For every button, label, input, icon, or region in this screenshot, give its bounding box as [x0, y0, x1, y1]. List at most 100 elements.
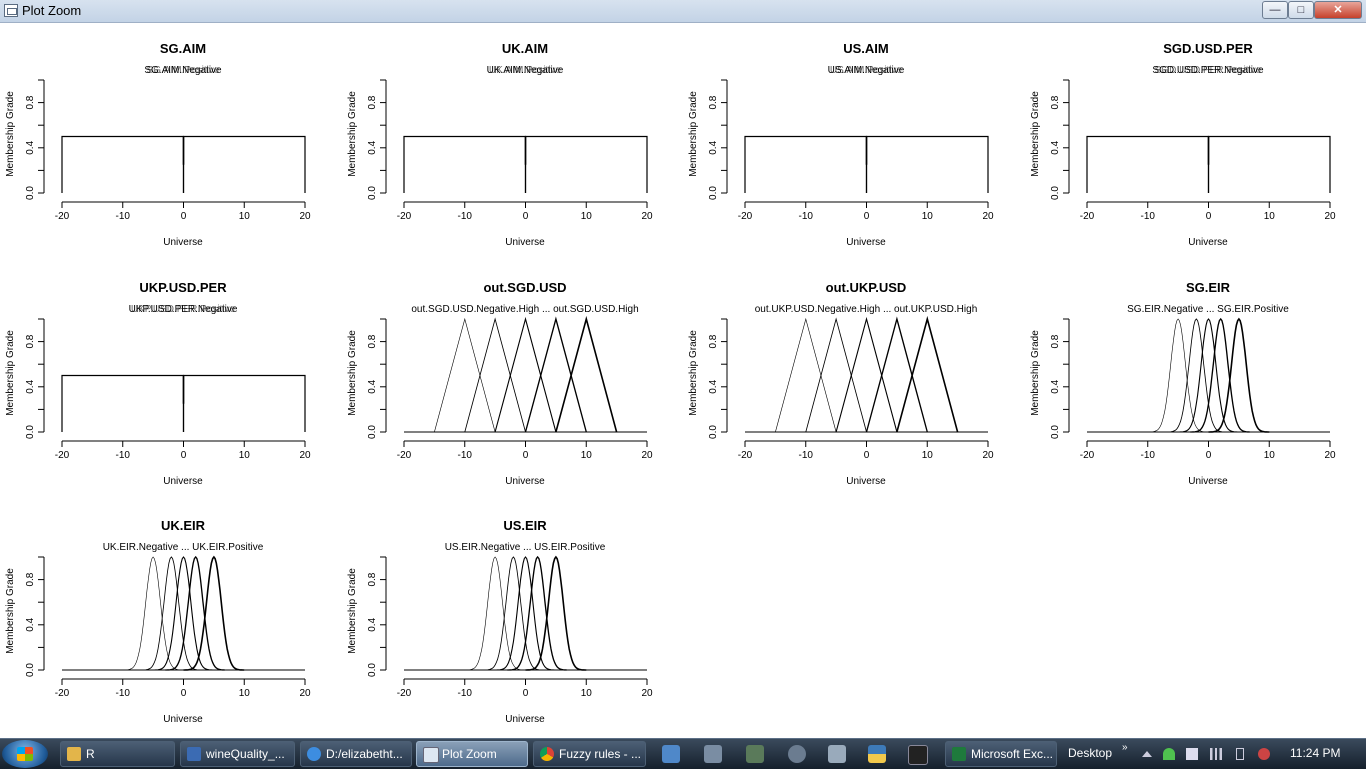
x-tick-label: 20	[982, 211, 994, 222]
plot-window-icon	[4, 4, 18, 17]
wifi-icon[interactable]	[1163, 748, 1175, 760]
y-tick-label: 0.0	[367, 425, 378, 439]
chart-title: SGD.USD.PER	[1163, 41, 1253, 56]
taskbar-item-r-folder[interactable]: R	[60, 741, 175, 767]
membership-curve-2	[153, 556, 213, 671]
window-title: Plot Zoom	[22, 3, 82, 18]
y-axis-label: Membership Grade	[5, 330, 16, 416]
x-tick-label: 0	[864, 211, 870, 222]
windows-logo-icon	[17, 747, 33, 761]
taskbar-item-winequality[interactable]: wineQuality_...	[180, 741, 295, 767]
quick-launch-icon-3[interactable]	[746, 745, 764, 763]
y-axis-label: Membership Grade	[347, 91, 358, 177]
y-tick-label: 0.0	[1050, 425, 1061, 439]
taskbar-item-label: Plot Zoom	[442, 747, 497, 761]
membership-curve-3	[865, 316, 928, 433]
quick-launch-icon-5[interactable]	[828, 745, 846, 763]
settings-gear-icon[interactable]	[788, 745, 806, 763]
x-tick-label: -20	[397, 688, 412, 699]
y-tick-label: 0.8	[708, 334, 719, 348]
membership-curve-0	[122, 556, 184, 671]
x-tick-label: 0	[864, 450, 870, 461]
membership-curve-0	[403, 135, 527, 193]
y-axis-label: Membership Grade	[347, 568, 358, 654]
quick-launch-icon-2[interactable]	[704, 745, 722, 763]
membership-curve-4	[183, 555, 245, 671]
x-tick-label: 10	[581, 688, 593, 699]
chart-legend-text: UKP.USD.PER.Negative	[129, 304, 238, 315]
chart-legend-text-2: UKP.USD.PER.Positive	[131, 304, 236, 315]
x-tick-label: 20	[641, 211, 653, 222]
plot-window-icon	[423, 747, 439, 763]
x-tick-label: 0	[181, 688, 187, 699]
membership-curve-1	[1207, 135, 1331, 193]
y-tick-label: 0.0	[25, 186, 36, 200]
chart-title: UK.EIR	[161, 518, 206, 533]
start-button[interactable]	[2, 740, 48, 768]
taskbar-clock[interactable]: 11:24 PM	[1290, 746, 1341, 760]
y-tick-label: 0.8	[1050, 334, 1061, 348]
terminal-icon[interactable]	[908, 745, 928, 765]
signal-bars-icon[interactable]	[1210, 748, 1222, 760]
chart-legend-text: SG.AIM.Negative	[144, 65, 222, 76]
x-tick-label: 20	[299, 450, 311, 461]
action-center-flag-icon[interactable]	[1186, 748, 1198, 760]
show-hidden-icons-icon[interactable]	[1142, 751, 1152, 757]
chart-legend-text: US.EIR.Negative ... US.EIR.Positive	[445, 542, 606, 553]
x-tick-label: -20	[738, 450, 753, 461]
y-tick-label: 0.8	[25, 334, 36, 348]
x-tick-label: -10	[458, 211, 473, 222]
battery-icon[interactable]	[1236, 748, 1244, 760]
taskbar-item-browser-path[interactable]: D:/elizabetht...	[300, 741, 412, 767]
close-button[interactable]: ✕	[1314, 1, 1362, 19]
taskbar-item-label: Microsoft Exc...	[971, 747, 1054, 761]
chart-legend-text-2: UK.AIM.Positive	[489, 65, 562, 76]
membership-curve-0	[61, 374, 185, 432]
membership-curve-0	[1147, 318, 1209, 433]
taskbar-item-chrome[interactable]: Fuzzy rules - ...	[533, 741, 646, 767]
membership-curve-4	[555, 315, 618, 433]
x-axis-label: Universe	[163, 714, 203, 725]
x-tick-label: 10	[1264, 211, 1276, 222]
y-tick-label: 0.0	[708, 186, 719, 200]
taskbar-item-label: Fuzzy rules - ...	[559, 747, 642, 761]
x-tick-label: 10	[239, 211, 251, 222]
chart-legend-text: SG.EIR.Negative ... SG.EIR.Positive	[1127, 304, 1289, 315]
python-icon[interactable]	[868, 745, 886, 763]
x-tick-label: 10	[922, 450, 934, 461]
x-tick-label: -10	[458, 450, 473, 461]
x-tick-label: 20	[1324, 211, 1336, 222]
x-tick-label: 0	[181, 450, 187, 461]
window-titlebar[interactable]: Plot Zoom — □ ✕	[0, 0, 1366, 23]
desktop-toolbar-label[interactable]: Desktop	[1068, 746, 1113, 760]
maximize-button[interactable]: □	[1288, 1, 1314, 19]
membership-curve-0	[1086, 135, 1210, 193]
desktop-toolbar-chevron[interactable]: »	[1122, 742, 1128, 753]
x-tick-label: 10	[581, 211, 593, 222]
membership-curve-0	[434, 317, 496, 433]
chart-panel-3: SGD.USD.PER SGD.USD.PER.NegativeSGD.USD.P…	[1030, 41, 1336, 248]
membership-curve-1	[141, 556, 201, 671]
x-tick-label: 10	[239, 688, 251, 699]
chart-legend-text: SGD.USD.PER.Negative	[1152, 65, 1264, 76]
chart-panel-8: UK.EIR UK.EIR.Negative ... UK.EIR.Positiv…	[5, 518, 311, 725]
membership-curve-2	[1178, 318, 1238, 433]
quick-launch-icon-1[interactable]	[662, 745, 680, 763]
rstudio-doc-icon	[187, 747, 201, 761]
chart-title: UKP.USD.PER	[139, 280, 227, 295]
minimize-button[interactable]: —	[1262, 1, 1288, 19]
chart-title: SG.EIR	[1186, 280, 1231, 295]
x-tick-label: 20	[1324, 450, 1336, 461]
x-tick-label: 0	[523, 211, 529, 222]
membership-curve-0	[464, 556, 526, 671]
y-tick-label: 0.4	[1050, 140, 1061, 154]
taskbar-item-plot-zoom[interactable]: Plot Zoom	[416, 741, 528, 767]
x-tick-label: -20	[55, 450, 70, 461]
taskbar-item-excel[interactable]: Microsoft Exc...	[945, 741, 1057, 767]
x-tick-label: -10	[116, 688, 131, 699]
x-tick-label: 10	[581, 450, 593, 461]
chart-panel-5: out.SGD.USD out.SGD.USD.Negative.High ...…	[347, 280, 653, 487]
volume-muted-icon[interactable]	[1258, 748, 1270, 760]
